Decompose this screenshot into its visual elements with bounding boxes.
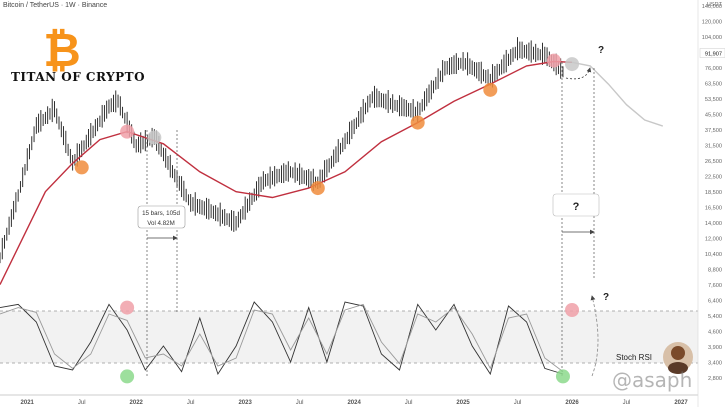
chart-markers [74, 53, 580, 384]
y-tick-label: 10,400 [705, 252, 722, 258]
y-tick-label: 6,400 [708, 299, 722, 305]
x-tick-label: 2027 [674, 400, 688, 406]
range-info-line1: 15 bars, 105d [142, 210, 180, 217]
x-tick-label: 2024 [347, 400, 361, 406]
x-tick-label: Jul [187, 400, 195, 406]
stoch-rsi-label: Stoch RSI [616, 353, 652, 362]
y-tick-label: 12,000 [705, 237, 722, 243]
y-tick-label: 76,000 [705, 66, 722, 72]
question-box: ? [552, 193, 600, 217]
bitcoin-logo-icon: ₿ [43, 24, 81, 76]
price-marker-orange [483, 82, 498, 97]
y-tick-label: 37,500 [705, 128, 722, 134]
last-price-label: 91,907 [705, 52, 722, 58]
range-info-box: 15 bars, 105d Vol 4.82M [137, 205, 186, 229]
y-tick-label: 104,000 [702, 35, 722, 41]
x-tick-label: 2023 [238, 400, 252, 406]
y-tick-label: 45,500 [705, 113, 722, 119]
price-curve-arrow [565, 67, 592, 80]
x-tick-label: Jul [78, 400, 86, 406]
y-tick-label: 7,600 [708, 283, 722, 289]
rsi-marker-red [565, 303, 580, 317]
y-tick-label: 14,000 [705, 221, 722, 227]
question-price: ? [598, 45, 604, 56]
brand-name: TITAN OF CRYPTO [11, 70, 146, 84]
y-tick-label: 22,500 [705, 175, 722, 181]
x-tick-label: 2022 [130, 400, 144, 406]
rsi-curve-arrow [590, 295, 599, 377]
y-tick-label: 8,800 [708, 268, 722, 274]
stoch-rsi-line-1 [0, 301, 564, 376]
x-tick-label: 2021 [21, 400, 35, 406]
question-box-text: ? [573, 201, 580, 213]
last-price-badge [699, 48, 725, 58]
currency-label: USDT [707, 2, 723, 8]
x-tick-label: 2026 [565, 400, 579, 406]
annotation-guides [146, 62, 599, 378]
y-tick-label: 3,900 [708, 345, 722, 351]
axis-labels: 140,000 120,000 104,000 91,907 76,000 63,500 5… [21, 2, 725, 406]
rsi-marker-green [120, 369, 135, 384]
y-tick-label: 5,400 [708, 314, 722, 320]
y-tick-label: 16,500 [705, 206, 722, 212]
x-tick-label: Jul [623, 400, 631, 406]
y-tick-label: 3,400 [708, 361, 722, 367]
y-tick-label: 120,000 [702, 20, 722, 26]
svg-text:₿: ₿ [43, 24, 81, 76]
price-marker-gray [565, 57, 580, 72]
y-tick-label: 31,500 [705, 144, 722, 150]
chart-pair-label: Bitcoin / TetherUS · 1W · Binance [3, 2, 108, 9]
price-marker-red [546, 53, 561, 68]
y-tick-label: 63,500 [705, 82, 722, 88]
rsi-band [0, 311, 698, 363]
question-rsi: ? [603, 292, 609, 303]
x-tick-label: Jul [296, 400, 304, 406]
y-tick-label: 140,000 [702, 4, 722, 10]
moving-average-line [0, 60, 573, 285]
x-tick-label: Jul [514, 400, 522, 406]
stoch-rsi-line-2 [0, 303, 564, 372]
price-marker-red [120, 124, 135, 139]
price-marker-gray [147, 130, 162, 145]
y-tick-label: 2,800 [708, 376, 722, 382]
price-marker-orange [410, 115, 425, 130]
y-tick-label: 26,500 [705, 159, 722, 165]
series-lines [0, 60, 664, 376]
rsi-marker-red [120, 300, 135, 315]
y-tick-label: 53,500 [705, 97, 722, 103]
price-marker-orange [74, 160, 89, 175]
y-tick-label: 4,600 [708, 330, 722, 336]
x-tick-label: Jul [405, 400, 413, 406]
watermark: @asaph [612, 368, 693, 392]
range-info-line2: Vol 4.82M [147, 220, 175, 227]
y-tick-label: 18,500 [705, 190, 722, 196]
x-tick-label: 2025 [456, 400, 470, 406]
author-avatar [663, 342, 693, 374]
price-marker-orange [310, 181, 325, 196]
projection-line [571, 61, 664, 127]
rsi-marker-green [555, 369, 570, 384]
